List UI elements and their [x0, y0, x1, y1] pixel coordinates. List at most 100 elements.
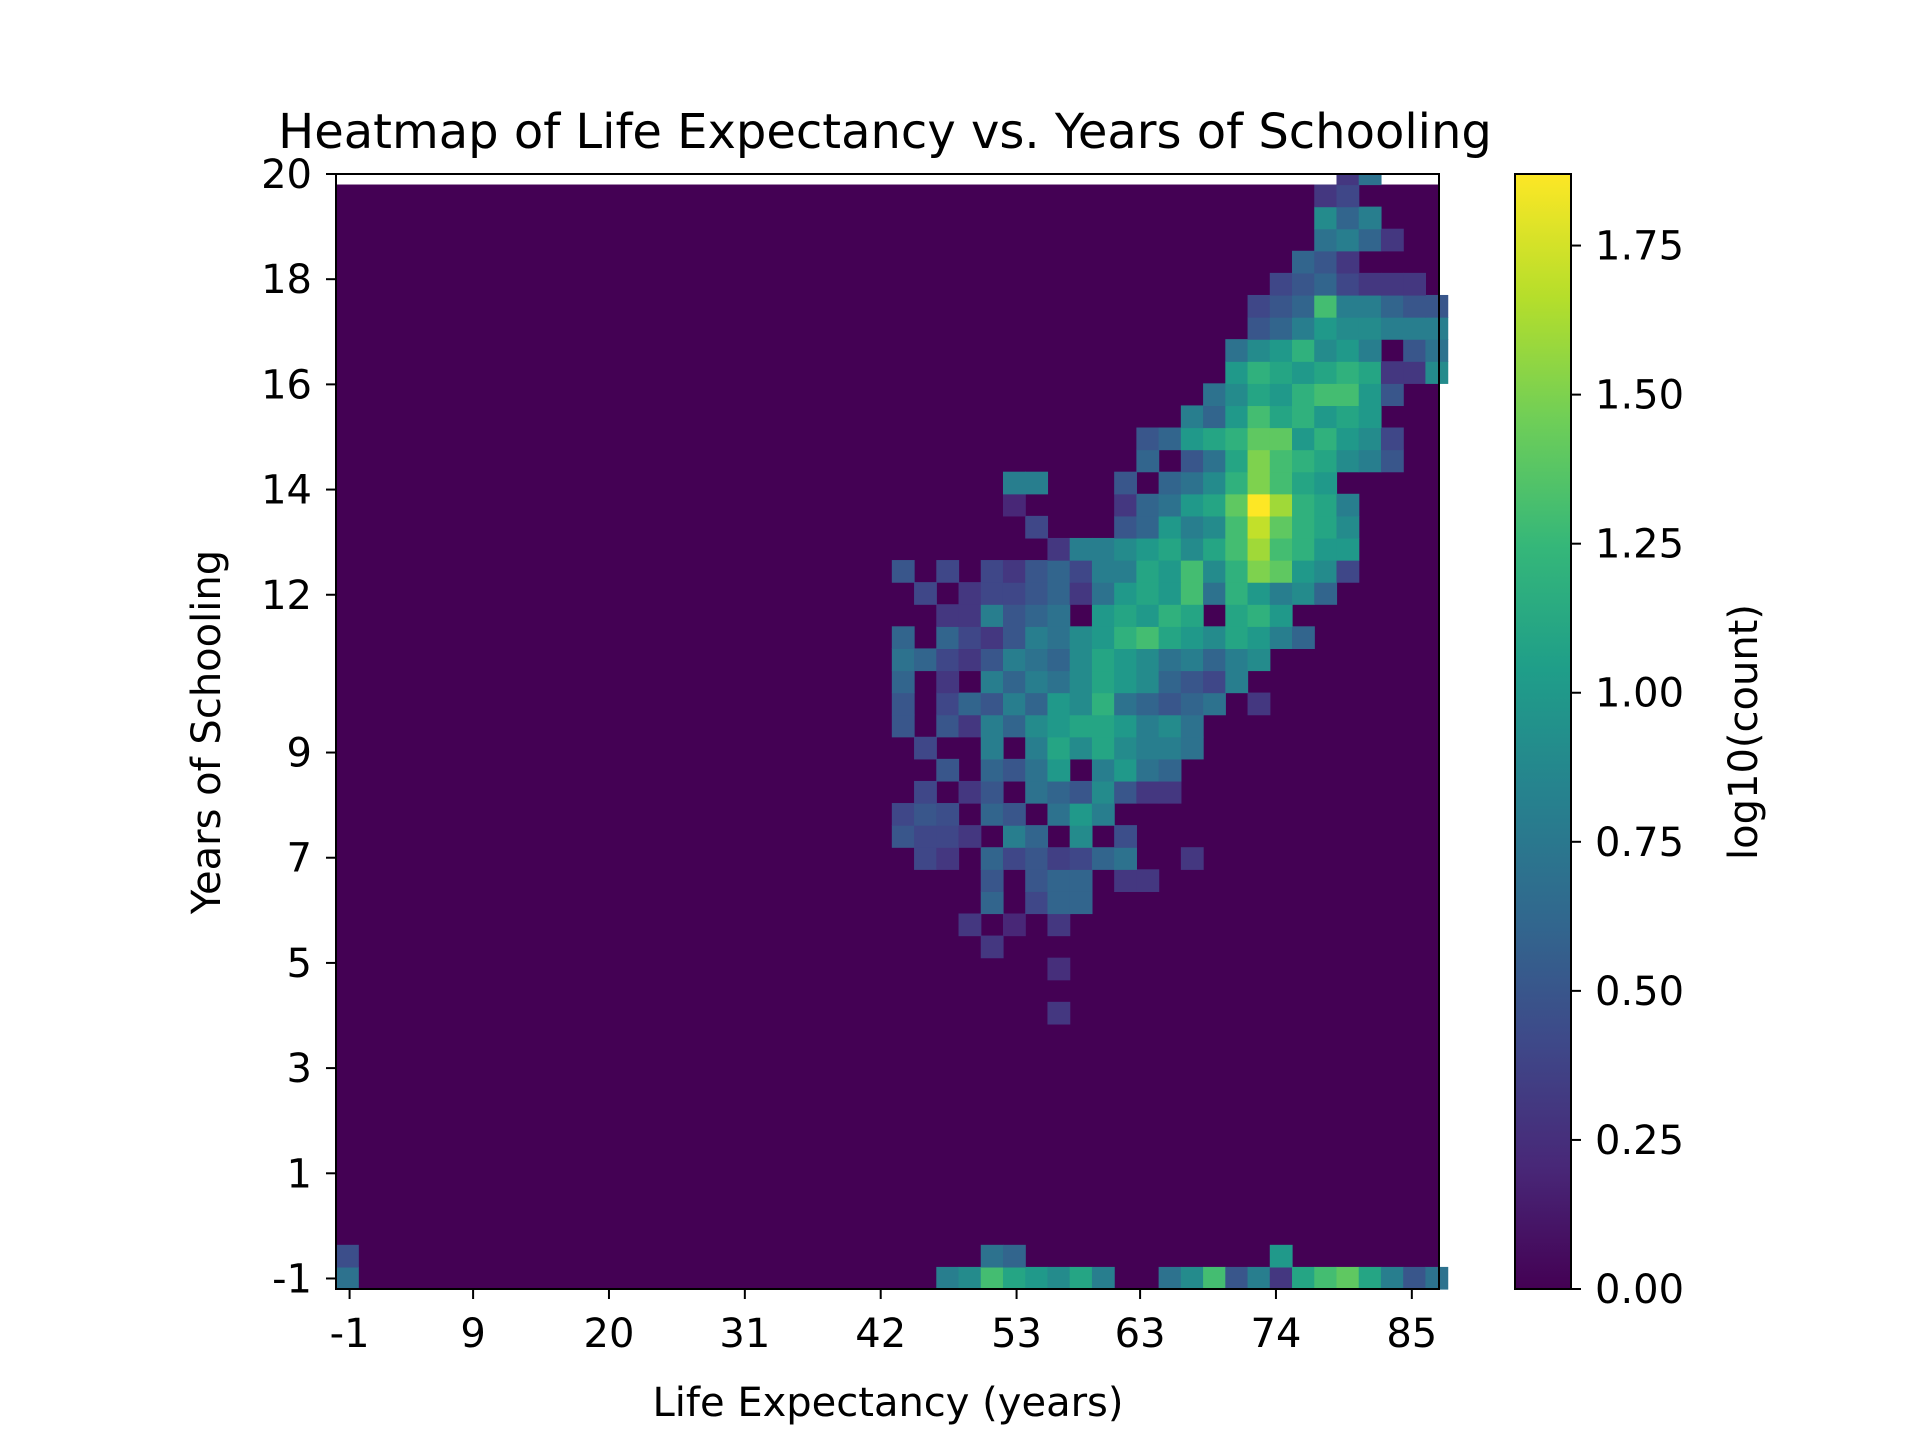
heatmap-cell: [1358, 449, 1382, 473]
heatmap-cell: [1336, 493, 1360, 517]
heatmap-cell: [1136, 582, 1160, 605]
heatmap-cell: [1047, 537, 1071, 561]
heatmap-cell: [958, 692, 982, 716]
heatmap-cell: [1180, 427, 1204, 451]
heatmap-cell: [1203, 427, 1226, 451]
heatmap-cell: [891, 825, 915, 848]
heatmap-cell: [1158, 714, 1182, 738]
heatmap-cell: [1180, 560, 1204, 583]
heatmap-cell: [1336, 228, 1360, 252]
heatmap-cell: [1002, 825, 1026, 848]
heatmap-cell: [1136, 560, 1160, 583]
heatmap-cell: [1047, 847, 1071, 870]
heatmap-cell: [1314, 317, 1338, 340]
heatmap-cell: [1114, 825, 1137, 848]
heatmap-cell: [891, 560, 915, 583]
heatmap-cells: [336, 174, 1449, 1290]
heatmap-cell: [1002, 604, 1026, 627]
heatmap-cell: [1025, 582, 1049, 605]
x-tick-label: 42: [855, 1311, 906, 1357]
heatmap-cell: [1158, 582, 1182, 605]
heatmap-cell: [1025, 626, 1049, 650]
heatmap-cell: [1203, 471, 1226, 495]
heatmap-cell: [1269, 493, 1293, 517]
heatmap-cell: [1047, 891, 1071, 915]
heatmap-cell: [1158, 692, 1182, 716]
heatmap-cell: [1403, 339, 1427, 362]
heatmap-cell: [1180, 714, 1204, 738]
heatmap-cell: [1247, 294, 1271, 318]
heatmap-cell: [1269, 361, 1293, 384]
heatmap-cell: [1180, 582, 1204, 605]
y-tick-label: 20: [261, 152, 312, 198]
heatmap-cell: [1358, 228, 1382, 252]
heatmap-cell: [1025, 847, 1049, 870]
heatmap-cell: [980, 1266, 1004, 1290]
heatmap-cell: [1225, 405, 1249, 429]
heatmap-cell: [1292, 537, 1315, 561]
heatmap-cell: [1403, 361, 1427, 384]
heatmap-cell: [1025, 891, 1049, 915]
heatmap-cell: [1047, 648, 1071, 672]
heatmap-cell: [1425, 317, 1449, 340]
heatmap-cell: [1002, 626, 1026, 650]
colorbar-tick-label: 0.75: [1595, 820, 1684, 866]
heatmap-cell: [891, 714, 915, 738]
heatmap-cell: [1091, 758, 1115, 782]
heatmap-cell: [1158, 493, 1182, 517]
x-tick-label: 31: [719, 1311, 770, 1357]
heatmap-cell: [1203, 405, 1226, 429]
heatmap-cell: [1180, 626, 1204, 650]
heatmap-cell: [891, 692, 915, 716]
heatmap-cell: [980, 604, 1004, 627]
heatmap-cell: [1069, 803, 1093, 826]
colorbar-frame: [1514, 173, 1572, 1290]
heatmap-cell: [1292, 405, 1315, 429]
heatmap-cell: [1047, 670, 1071, 694]
heatmap-cell: [1047, 803, 1071, 826]
heatmap-cell: [1247, 317, 1271, 340]
x-tick-label: 63: [1115, 1311, 1166, 1357]
colorbar-gradient: [1515, 174, 1571, 1289]
heatmap-cell: [1047, 957, 1071, 981]
heatmap-cell: [1047, 780, 1071, 804]
heatmap-cell: [1091, 582, 1115, 605]
heatmap-cell: [1247, 626, 1271, 650]
heatmap-cell: [1069, 736, 1093, 760]
heatmap-cell: [1247, 449, 1271, 473]
heatmap-cell: [1203, 670, 1226, 694]
y-tick-label: 3: [287, 1046, 312, 1092]
heatmap-cell: [1002, 714, 1026, 738]
heatmap-cell: [1203, 692, 1226, 716]
heatmap-cell: [1292, 471, 1315, 495]
heatmap-cell: [1047, 1266, 1071, 1290]
heatmap-cell: [1091, 736, 1115, 760]
heatmap-cell: [936, 847, 960, 870]
heatmap-cell: [1203, 582, 1226, 605]
heatmap-cell: [1069, 582, 1093, 605]
heatmap-cell: [1269, 537, 1293, 561]
heatmap-cell: [1247, 648, 1271, 672]
heatmap-cell: [1136, 780, 1160, 804]
heatmap-cell: [914, 780, 937, 804]
heatmap-cell: [1047, 692, 1071, 716]
heatmap-cell: [1158, 1266, 1182, 1290]
heatmap-cell: [1247, 493, 1271, 517]
heatmap-cell: [1025, 604, 1049, 627]
heatmap-cell: [1336, 250, 1360, 274]
plot-area: [335, 173, 1449, 1290]
heatmap-cell: [1314, 493, 1338, 517]
heatmap-cell: [914, 847, 937, 870]
heatmap-cell: [1292, 1266, 1315, 1290]
heatmap-cell: [1091, 626, 1115, 650]
heatmap-cell: [1247, 405, 1271, 429]
heatmap-cell: [1002, 803, 1026, 826]
heatmap-cell: [1380, 361, 1404, 384]
heatmap-cell: [1091, 692, 1115, 716]
heatmap-cell: [1314, 339, 1338, 362]
heatmap-cell: [1136, 604, 1160, 627]
heatmap-cell: [1047, 626, 1071, 650]
y-tick-label: 1: [287, 1151, 312, 1197]
heatmap-cell: [1247, 537, 1271, 561]
heatmap-cell: [1247, 560, 1271, 583]
